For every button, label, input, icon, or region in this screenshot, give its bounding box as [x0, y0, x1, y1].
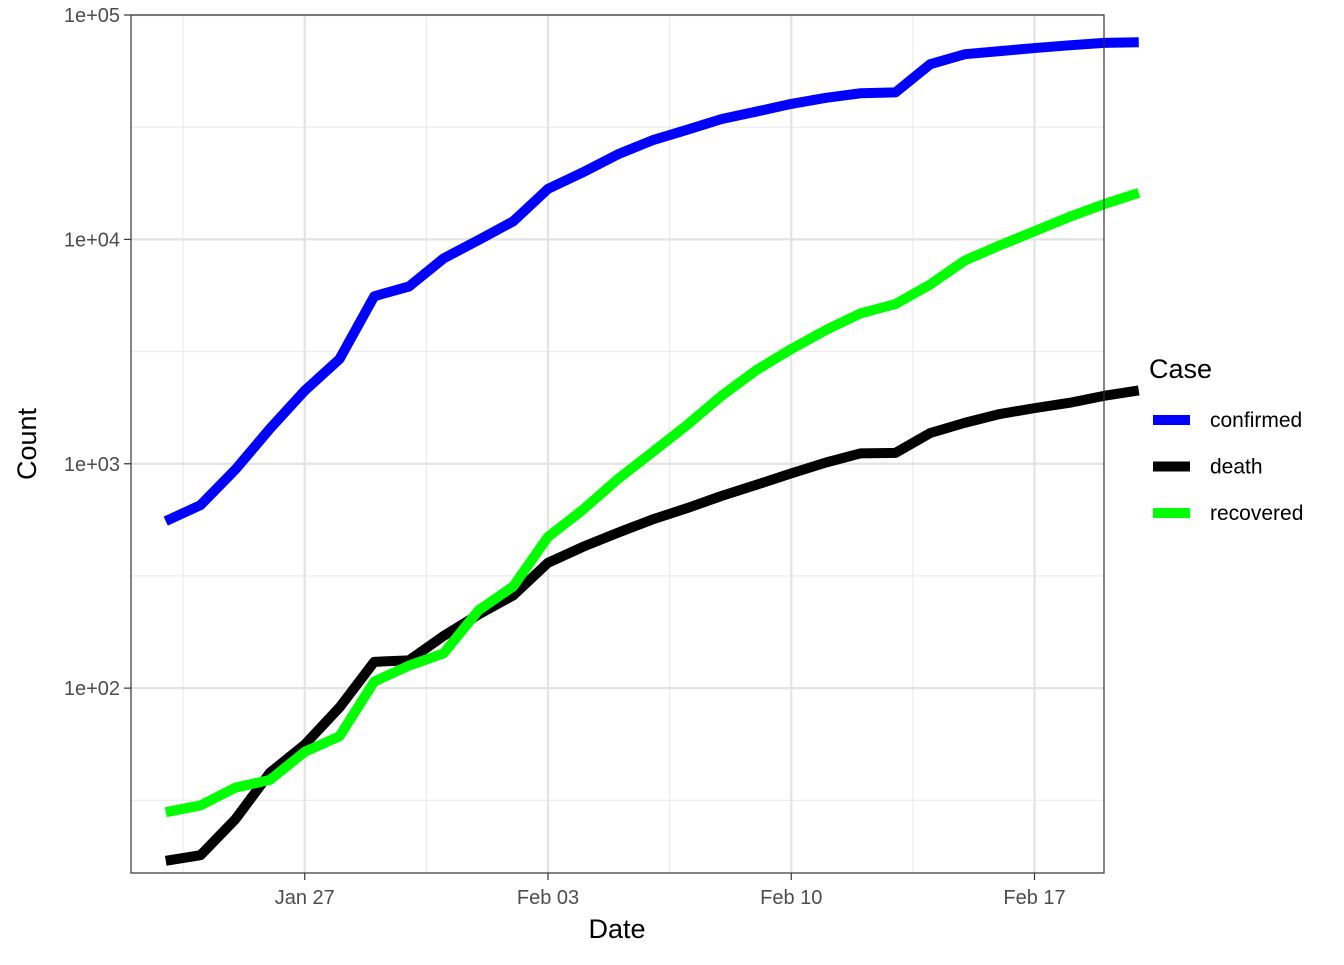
x-tick-label: Feb 17	[1003, 887, 1065, 909]
grid	[131, 13, 1104, 873]
legend-label-death: death	[1210, 456, 1263, 479]
series-line-death	[164, 385, 1140, 866]
y-tick-label: 1e+05	[64, 5, 120, 27]
plot-border	[130, 14, 1105, 874]
y-axis-title: Count	[12, 407, 42, 480]
series-lines	[163, 37, 1141, 866]
x-tick-label: Jan 27	[275, 887, 335, 909]
legend: Case confirmed death recovered	[1149, 354, 1303, 525]
x-tick-label: Feb 10	[760, 887, 822, 909]
legend-label-confirmed: confirmed	[1210, 409, 1302, 432]
x-tick-label: Feb 03	[517, 887, 579, 909]
legend-label-recovered: recovered	[1210, 502, 1303, 525]
axes: 1e+02 1e+03 1e+04 1e+05 Jan 27 Feb 03 Feb 10 Fe…	[64, 5, 1066, 909]
y-tick-label: 1e+02	[64, 678, 120, 700]
series-line-confirmed	[163, 37, 1139, 526]
series-line-recovered	[164, 188, 1141, 818]
plot-panel	[131, 15, 1104, 873]
x-axis-title: Date	[588, 914, 645, 944]
y-tick-label: 1e+03	[64, 454, 120, 476]
legend-title: Case	[1149, 354, 1212, 384]
y-tick-label: 1e+04	[64, 229, 120, 251]
